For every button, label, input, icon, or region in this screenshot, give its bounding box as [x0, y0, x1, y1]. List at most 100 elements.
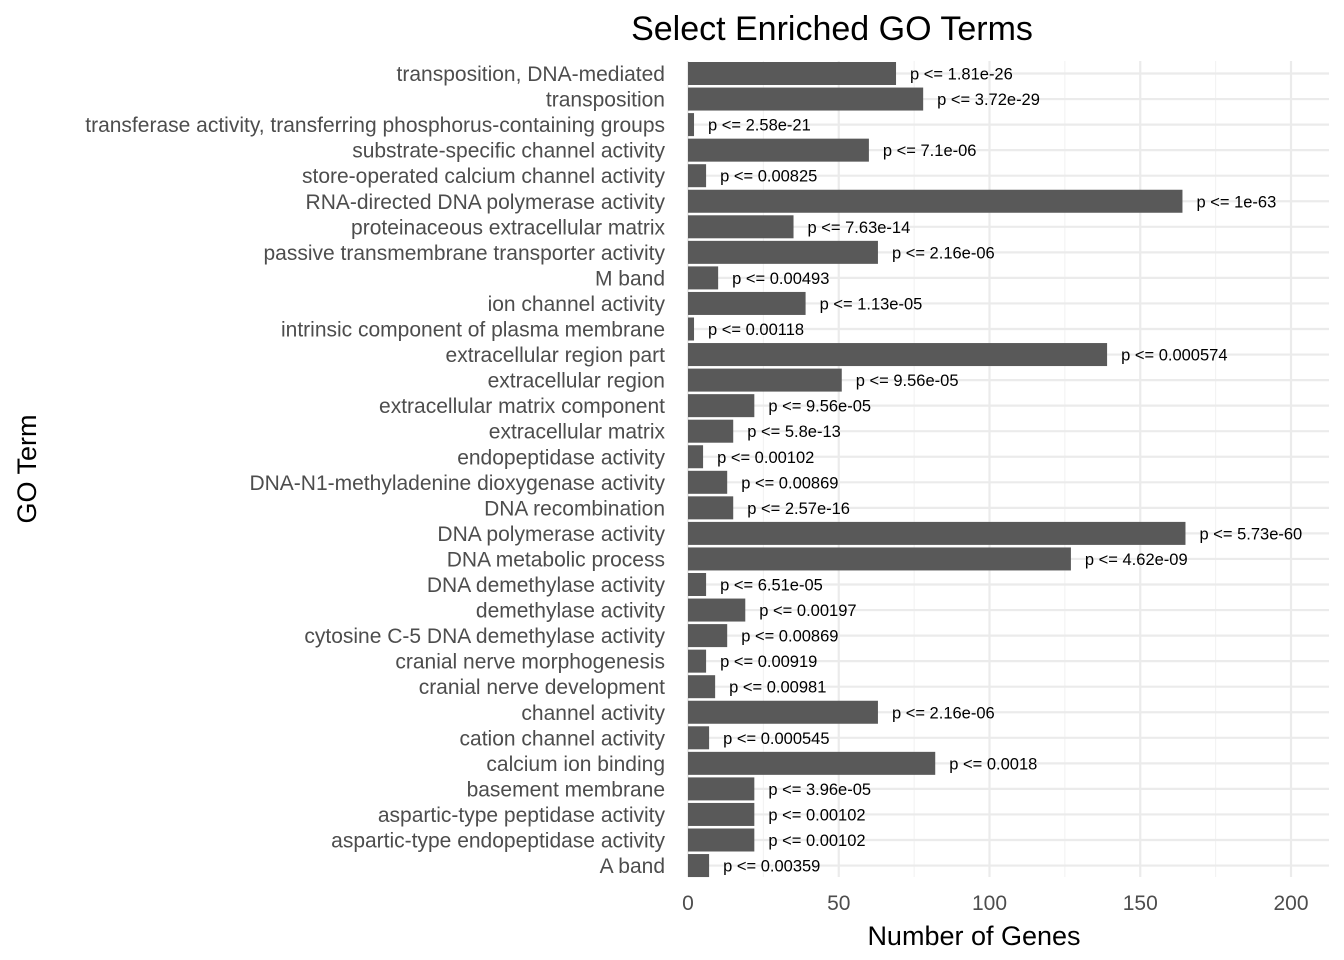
bar	[688, 113, 695, 137]
bar	[688, 496, 734, 520]
data-labels: p <= 1.81e-26 p <= 3.72e-29 p <= 2.58e-21 p…	[708, 66, 1302, 876]
bar	[688, 726, 710, 750]
bar-p-value-label: p <= 0.00869	[741, 628, 838, 646]
y-axis-category-label: A band	[600, 855, 665, 878]
bar	[688, 624, 728, 648]
bar	[688, 266, 719, 290]
bar	[688, 138, 869, 162]
bar	[688, 419, 734, 443]
bar-p-value-label: p <= 0.00919	[720, 653, 817, 671]
y-axis-category-label: calcium ion binding	[486, 753, 665, 776]
y-axis-category-label: endopeptidase activity	[457, 446, 665, 469]
bar	[688, 394, 755, 418]
bar	[688, 828, 755, 852]
y-axis-category-label: intrinsic component of plasma membrane	[281, 319, 665, 342]
x-axis-tick-label: 150	[1123, 892, 1158, 915]
y-axis-category-label: cation channel activity	[460, 727, 666, 750]
bar-p-value-label: p <= 6.51e-05	[720, 577, 823, 595]
y-axis-category-label: transposition, DNA-mediated	[397, 63, 665, 86]
bar-p-value-label: p <= 2.58e-21	[708, 117, 811, 135]
x-axis-tick-label: 50	[827, 892, 850, 915]
bar	[688, 164, 707, 188]
y-axis-category-label: store-operated calcium channel activity	[302, 165, 666, 188]
y-axis-category-label: DNA recombination	[484, 497, 665, 520]
bar	[688, 521, 1186, 545]
bar-p-value-label: p <= 0.00825	[720, 168, 817, 186]
y-axis-category-labels: transposition, DNA-mediated transposition…	[85, 63, 665, 878]
bar	[688, 291, 806, 315]
y-axis-category-label: DNA-N1-methyladenine dioxygenase activit…	[249, 472, 665, 495]
bar	[688, 189, 1183, 213]
chart-title: Select Enriched GO Terms	[631, 10, 1033, 48]
bar	[688, 62, 897, 85]
bar	[688, 675, 716, 699]
y-axis-category-label: DNA demethylase activity	[427, 574, 666, 597]
y-axis-category-label: ion channel activity	[488, 293, 666, 316]
y-axis-category-label: extracellular region	[488, 370, 665, 393]
y-axis-category-label: DNA polymerase activity	[437, 523, 665, 546]
bar	[688, 343, 1108, 367]
bar-p-value-label: p <= 0.000545	[723, 730, 829, 748]
y-axis-category-label: cranial nerve morphogenesis	[395, 651, 665, 674]
bar-p-value-label: p <= 9.56e-05	[856, 372, 959, 390]
bar-p-value-label: p <= 5.8e-13	[747, 423, 841, 441]
bar	[688, 649, 707, 673]
y-axis-category-label: passive transmembrane transporter activi…	[264, 242, 666, 265]
bar	[688, 598, 746, 622]
bar	[688, 751, 936, 775]
bar	[688, 215, 794, 239]
y-axis-category-label: M band	[595, 267, 665, 290]
y-axis-category-label: channel activity	[521, 702, 665, 725]
bar-p-value-label: p <= 0.00102	[768, 806, 865, 824]
bar-p-value-label: p <= 0.00981	[729, 679, 826, 697]
bar-p-value-label: p <= 0.00102	[768, 832, 865, 850]
bar-p-value-label: p <= 0.0018	[949, 755, 1037, 773]
bar	[688, 573, 707, 596]
bar	[688, 854, 710, 878]
bar-p-value-label: p <= 1.81e-26	[910, 66, 1013, 84]
y-axis-category-label: cranial nerve development	[419, 676, 665, 699]
bar	[688, 240, 878, 264]
bar-p-value-label: p <= 7.1e-06	[883, 142, 977, 160]
y-axis-category-label: aspartic-type endopeptidase activity	[331, 830, 665, 853]
bar-p-value-label: p <= 0.00118	[708, 321, 804, 339]
bar	[688, 87, 924, 111]
y-axis-category-label: transferase activity, transferring phosp…	[85, 114, 665, 137]
y-axis-category-label: extracellular matrix	[489, 421, 666, 444]
bar-p-value-label: p <= 9.56e-05	[768, 398, 871, 416]
bar	[688, 777, 755, 801]
y-axis-category-label: demethylase activity	[476, 600, 666, 623]
x-axis-tick-labels: 0 50 100 150 200	[682, 892, 1308, 915]
y-axis-title: GO Term	[12, 414, 42, 523]
bar-p-value-label: p <= 3.96e-05	[768, 781, 871, 799]
y-axis-category-label: extracellular region part	[446, 344, 666, 367]
bar	[688, 445, 704, 469]
x-axis-title: Number of Genes	[867, 921, 1080, 951]
bar-p-value-label: p <= 2.16e-06	[892, 704, 995, 722]
bar-p-value-label: p <= 0.00197	[759, 602, 856, 620]
bar	[688, 547, 1071, 571]
bar	[688, 802, 755, 826]
y-axis-category-label: cytosine C-5 DNA demethylase activity	[304, 625, 665, 648]
y-axis-category-label: aspartic-type peptidase activity	[378, 804, 666, 827]
bar	[688, 700, 878, 724]
bar-p-value-label: p <= 1.13e-05	[820, 295, 923, 313]
y-axis-category-label: transposition	[546, 89, 665, 112]
x-axis-tick-label: 200	[1273, 892, 1308, 915]
bars	[688, 62, 1186, 878]
x-axis-tick-label: 0	[682, 892, 694, 915]
bar	[688, 317, 695, 341]
y-axis-category-label: DNA metabolic process	[447, 548, 665, 571]
y-axis-category-label: basement membrane	[467, 778, 665, 801]
bar	[688, 470, 728, 494]
bar-p-value-label: p <= 3.72e-29	[937, 91, 1040, 109]
bar-p-value-label: p <= 0.000574	[1121, 347, 1227, 365]
bar-p-value-label: p <= 0.00102	[717, 449, 814, 467]
bar-p-value-label: p <= 0.00359	[723, 858, 820, 876]
y-axis-category-label: RNA-directed DNA polymerase activity	[306, 191, 666, 214]
bar-p-value-label: p <= 1e-63	[1196, 193, 1276, 211]
bar	[688, 368, 842, 392]
bar-p-value-label: p <= 7.63e-14	[808, 219, 911, 237]
bar-p-value-label: p <= 0.00493	[732, 270, 829, 288]
x-axis-tick-label: 100	[972, 892, 1007, 915]
